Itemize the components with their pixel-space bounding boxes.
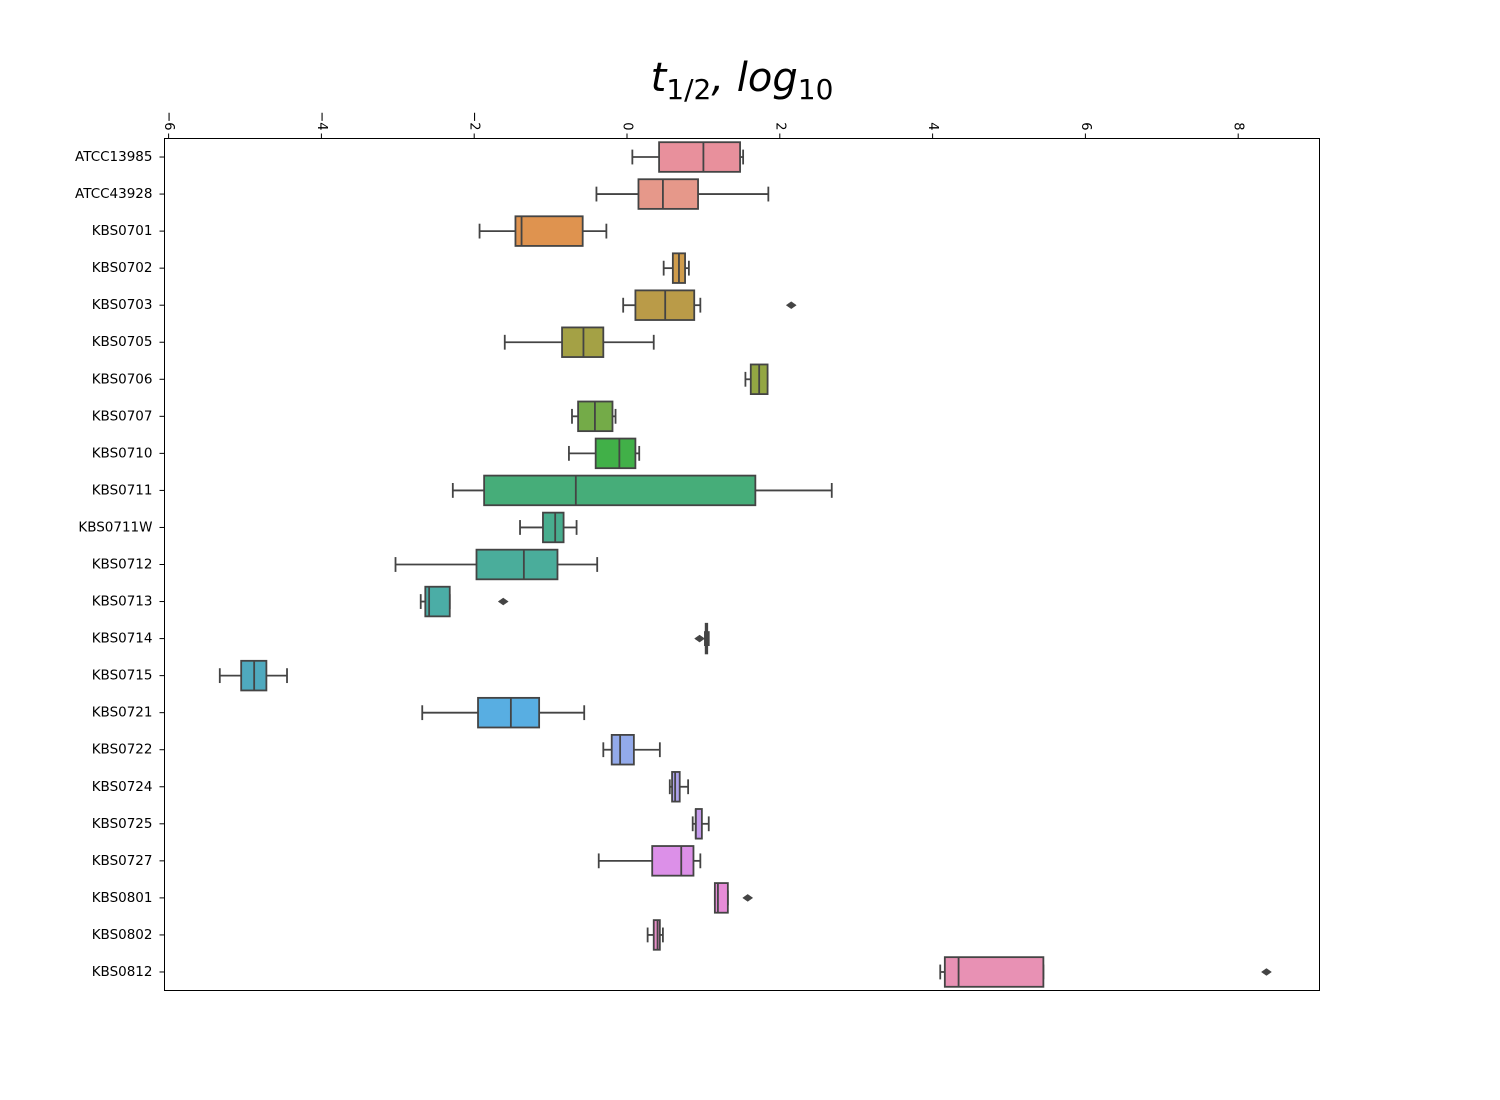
box-atcc13985 (631, 141, 745, 173)
box-kbs0721 (421, 696, 586, 729)
iqr-box (658, 141, 741, 173)
x-tick-label: 8 (1231, 122, 1246, 130)
chart-title: t1/2, log10 (651, 55, 834, 106)
y-category-label: KBS0710 (92, 445, 153, 461)
box-kbs0703 (622, 289, 797, 321)
y-category-label: KBS0706 (92, 371, 153, 387)
iqr-box (713, 882, 729, 914)
x-tick-label: 0 (620, 122, 635, 130)
y-category-label: KBS0705 (92, 334, 153, 350)
x-tick-label: −4 (314, 111, 329, 130)
y-category-label: KBS0703 (92, 297, 153, 313)
box-kbs0714 (694, 622, 710, 655)
iqr-box (477, 696, 541, 729)
iqr-box (694, 808, 703, 840)
iqr-box (483, 474, 757, 507)
box-kbs0705 (503, 326, 655, 358)
iqr-box (943, 956, 1045, 988)
box-kbs0712 (394, 548, 599, 581)
y-category-label: KBS0801 (92, 890, 153, 906)
title-part-3: 10 (798, 73, 834, 106)
y-category-label: KBS0715 (92, 668, 153, 684)
y-category-label: KBS0713 (92, 594, 153, 610)
iqr-box (594, 437, 637, 470)
y-category-label: KBS0702 (92, 260, 153, 276)
box-kbs0722 (602, 734, 661, 766)
iqr-box (637, 178, 699, 210)
box-kbs0711w (519, 511, 578, 544)
y-category-label: KBS0712 (92, 557, 153, 573)
y-category-label: KBS0727 (92, 853, 153, 869)
iqr-box (514, 215, 584, 247)
title-part-2: , log (711, 55, 797, 101)
y-category-label: KBS0711 (92, 482, 153, 498)
box-kbs0707 (571, 400, 617, 433)
boxes (218, 141, 1272, 988)
box-kbs0802 (646, 919, 664, 951)
x-tick-label: 4 (925, 122, 940, 130)
y-category-label: ATCC13985 (75, 149, 152, 165)
box-kbs0710 (568, 437, 641, 470)
title-part-0: t (651, 55, 668, 101)
box-kbs0725 (691, 808, 710, 840)
x-axis: −6 −4 −2 0 2 4 6 8 (161, 111, 1246, 139)
y-category-label: KBS0725 (92, 816, 153, 832)
iqr-box (610, 734, 635, 766)
y-category-label: KBS0711W (78, 519, 152, 535)
box-kbs0812 (939, 956, 1272, 988)
x-tick-label: 6 (1078, 122, 1093, 130)
x-tick-label: −6 (161, 111, 176, 130)
box-kbs0727 (597, 845, 702, 877)
outlier-point (694, 634, 706, 643)
y-category-label: KBS0714 (92, 631, 153, 647)
box-kbs0706 (744, 363, 769, 395)
x-tick-label: −2 (467, 111, 482, 130)
y-category-label: KBS0721 (92, 705, 153, 721)
y-category-label: KBS0802 (92, 927, 153, 943)
iqr-box (542, 511, 565, 544)
box-kbs0702 (662, 252, 690, 284)
outlier-point (785, 301, 797, 310)
title-part-1: 1/2 (666, 73, 711, 106)
iqr-box (651, 845, 695, 877)
y-category-label: KBS0724 (92, 779, 153, 795)
box-kbs0713 (419, 585, 509, 618)
y-category-label: KBS0701 (92, 223, 153, 239)
box-kbs0701 (478, 215, 608, 247)
y-category-label: KBS0707 (92, 408, 153, 424)
chart-title-text: t1/2, log10 (651, 55, 834, 106)
y-category-label: ATCC43928 (75, 186, 152, 202)
outlier-point (1261, 968, 1272, 976)
y-category-label: KBS0812 (92, 964, 153, 980)
plot-area-frame (164, 138, 1320, 991)
box-kbs0724 (668, 771, 690, 803)
y-category-label: KBS0722 (92, 742, 153, 758)
box-kbs0801 (713, 882, 754, 914)
outlier-point (742, 894, 754, 902)
box-kbs0711 (451, 474, 833, 507)
iqr-box (475, 548, 559, 581)
y-axis: ATCC13985 ATCC43928 KBS0701 KBS0702 KBS0703 K… (75, 149, 165, 980)
x-tick-label: 2 (772, 122, 787, 130)
box-kbs0715 (218, 659, 288, 692)
box-atcc43928 (595, 178, 770, 210)
outlier-point (497, 597, 509, 606)
